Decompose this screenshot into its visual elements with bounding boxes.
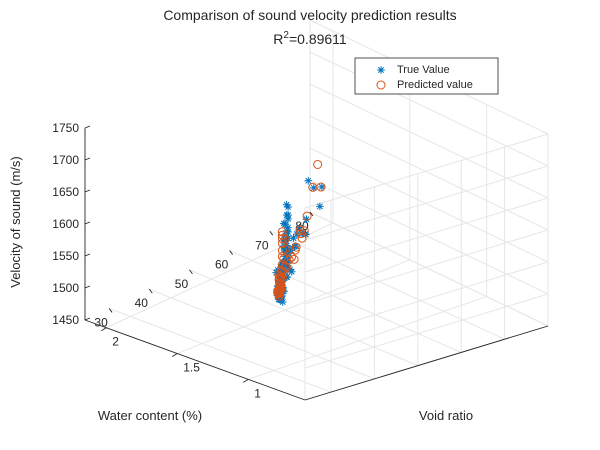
subtitle-r: R (273, 31, 283, 47)
data-point-predicted-value (276, 279, 286, 289)
z-tick-label: 1600 (52, 217, 79, 231)
legend: True Value Predicted value (354, 57, 499, 95)
subtitle-value: =0.89611 (289, 31, 347, 47)
data-point-predicted-value (276, 284, 286, 294)
data-point-predicted-value (279, 268, 289, 278)
x-tick-label: 70 (255, 238, 269, 252)
grid-line-x-floor (229, 250, 462, 353)
x-tick-mark (229, 250, 234, 255)
z-tick-mark (84, 157, 91, 161)
data-point-predicted-value (289, 254, 299, 264)
grid-line-z-wall-a (304, 293, 549, 369)
y-axis-line (304, 325, 549, 401)
chart-subtitle: R2=0.89611 (273, 30, 347, 47)
chart-title: Comparison of sound velocity prediction … (163, 7, 456, 23)
x-tick-label: 50 (175, 277, 189, 291)
x-tick-label: 60 (215, 258, 229, 272)
y-tick-label: 2 (112, 335, 119, 349)
grid-line-z-wall-a (304, 133, 549, 209)
grid-line-x-floor (269, 230, 505, 340)
grid-line-x-floor (149, 288, 375, 380)
y-tick-mark (172, 353, 178, 357)
grid-line-y-floor (248, 296, 487, 380)
x-tick-mark (148, 288, 153, 294)
data-point-predicted-value (295, 225, 305, 235)
data-point-true-value (304, 176, 313, 185)
data-point-true-value (284, 215, 292, 223)
x-tick-label: 80 (295, 219, 309, 233)
legend-label-true-value: True Value (397, 64, 450, 76)
data-point-predicted-value (281, 262, 291, 272)
y-tick-label: 1.5 (183, 361, 200, 375)
grid-line-z-wall-a (304, 229, 549, 305)
grid-lines (106, 19, 549, 401)
grid-line-y-floor (177, 259, 410, 355)
grid-line-z-wall-b (309, 211, 549, 327)
y-tick-mark (242, 378, 249, 383)
legend-marker-asterisk (377, 66, 385, 74)
subtitle-superscript: 2 (283, 30, 289, 41)
data-point-predicted-value (297, 233, 307, 243)
data-point-predicted-value (302, 211, 312, 221)
z-axis-label: Velocity of sound (m/s) (8, 156, 23, 288)
z-tick-label: 1450 (52, 313, 79, 327)
z-tick-label: 1500 (52, 281, 79, 295)
grid-line-z-wall-b (309, 147, 549, 263)
data-point-true-value (284, 223, 292, 232)
x-tick-label: 40 (135, 296, 149, 310)
data-points (272, 159, 326, 306)
legend-marker-circle (376, 80, 386, 90)
x-axis-line (84, 319, 306, 401)
z-tick-mark (84, 189, 91, 193)
data-point-true-value (284, 203, 292, 211)
grid-line-z-wall-a (304, 197, 549, 273)
data-point-true-value (316, 202, 324, 211)
data-point-predicted-value (290, 245, 300, 255)
grid-line-z-wall-b (309, 51, 549, 167)
legend-label-predicted-value: Predicted value (397, 79, 473, 91)
z-tick-mark (84, 221, 91, 225)
legend-marker-true-value (377, 66, 385, 74)
y-axis-label: Void ratio (419, 408, 473, 423)
x-tick-mark (108, 308, 113, 313)
grid-line-x-floor (108, 307, 332, 393)
data-point-true-value (310, 184, 318, 192)
z-tick-label: 1750 (52, 121, 79, 135)
y-tick-label: 1 (254, 386, 261, 400)
x-tick-mark (309, 211, 314, 217)
grid-line-z-wall-b (309, 179, 549, 295)
z-tick-mark (84, 317, 91, 321)
x-tick-label: 30 (94, 315, 108, 329)
y-tick-mark (101, 327, 107, 332)
grid-line-z-wall-b (309, 83, 549, 199)
z-tick-label: 1550 (52, 249, 79, 263)
z-tick-mark (84, 125, 91, 129)
x-tick-mark (269, 231, 274, 236)
data-point-predicted-value (280, 244, 290, 254)
z-tick-mark (84, 253, 91, 257)
data-point-predicted-value (308, 182, 318, 192)
data-point-predicted-value (279, 254, 289, 264)
grid-line-z-wall-a (304, 261, 549, 337)
data-point-predicted-value (277, 273, 287, 283)
data-point-predicted-value (280, 234, 290, 244)
z-tick-label: 1650 (52, 185, 79, 199)
z-tick-label: 1700 (52, 153, 79, 167)
x-axis-label: Water content (%) (98, 408, 202, 423)
legend-marker-predicted-value (376, 80, 386, 90)
data-point-predicted-value (313, 159, 323, 169)
z-tick-mark (84, 285, 91, 289)
x-tick-mark (189, 269, 193, 275)
grid-line-z-wall-b (309, 115, 549, 231)
data-point-predicted-value (277, 227, 287, 237)
grid-line-z-wall-a (304, 165, 549, 241)
tick-labels: 1450 1500 1550 1600 1650 1700 1750 30 40 50 60 70 80… (52, 121, 314, 400)
grid-line-x-floor (189, 269, 419, 367)
